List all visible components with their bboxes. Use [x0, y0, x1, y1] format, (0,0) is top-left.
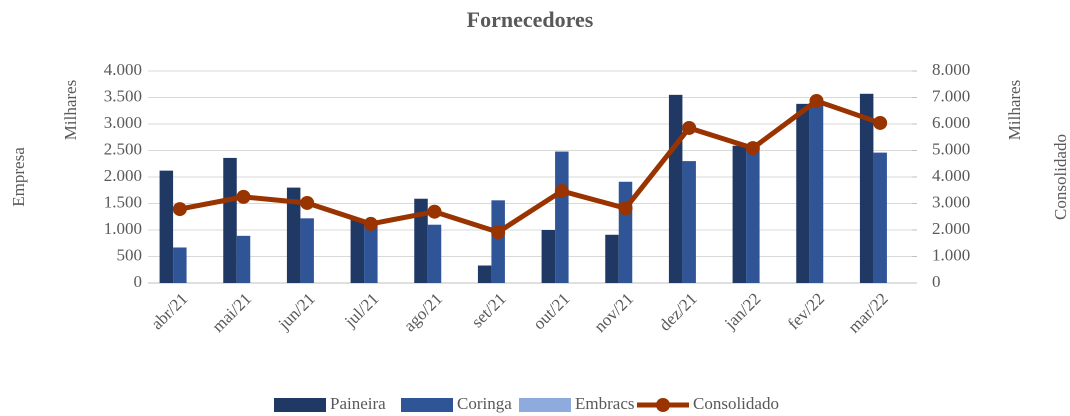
line-marker — [554, 184, 569, 199]
line-marker — [363, 216, 378, 231]
legend-swatch — [401, 398, 453, 412]
x-tick-label: dez/21 — [655, 289, 700, 334]
x-tick-label: abr/21 — [147, 289, 191, 333]
y-axis-title: Empresa — [9, 147, 28, 207]
x-tick-label: mar/22 — [844, 289, 891, 336]
y-tick-label: 3.500 — [104, 86, 142, 105]
legend-label: Embracs — [575, 394, 634, 413]
bar — [414, 198, 428, 283]
line-marker — [491, 225, 506, 240]
bar — [873, 152, 887, 283]
y-unit-label: Milhares — [61, 80, 80, 140]
y-tick-label: 500 — [117, 245, 143, 264]
x-tick-label: mai/21 — [208, 289, 255, 336]
legend-label: Consolidado — [693, 394, 779, 413]
line-marker — [172, 202, 187, 217]
bar — [541, 230, 556, 283]
y-tick-label: 2.000 — [104, 166, 142, 185]
x-tick-label: ago/21 — [400, 289, 446, 335]
bar — [427, 224, 442, 283]
line-marker — [618, 201, 633, 216]
x-tick-label: jul/21 — [340, 289, 382, 331]
y-tick-label: 1.500 — [104, 192, 142, 211]
x-tick-label: fev/22 — [784, 289, 828, 333]
bar — [605, 234, 619, 283]
legend-swatch — [274, 398, 326, 412]
bar — [300, 218, 314, 283]
y2-tick-label: 1.000 — [932, 245, 970, 264]
bar — [491, 200, 505, 283]
line-marker — [745, 141, 760, 156]
bar — [732, 145, 747, 283]
x-tick-label: out/21 — [529, 289, 573, 333]
legend-label: Coringa — [457, 394, 512, 413]
line-marker — [682, 120, 697, 135]
y2-axis-title: Consolidado — [1051, 134, 1070, 220]
y-tick-label: 0 — [134, 272, 143, 291]
line-marker — [873, 115, 888, 130]
y2-tick-label: 8.000 — [932, 60, 970, 79]
y-tick-label: 1.000 — [104, 219, 142, 238]
x-tick-label: jan/22 — [720, 289, 764, 333]
legend-label: Paineira — [330, 394, 386, 413]
bar — [668, 94, 683, 283]
y2-tick-label: 4.000 — [932, 166, 970, 185]
bar — [746, 145, 760, 283]
bar — [350, 219, 365, 283]
bar — [286, 187, 301, 283]
x-tick-label: nov/21 — [590, 289, 637, 336]
y2-tick-label: 3.000 — [932, 192, 970, 211]
bar — [796, 103, 810, 283]
bar — [236, 235, 251, 283]
legend-marker — [656, 398, 670, 412]
line-marker — [809, 93, 824, 108]
bar — [555, 151, 569, 283]
bar — [159, 170, 174, 283]
bar — [859, 93, 874, 283]
y-tick-label: 4.000 — [104, 60, 142, 79]
bar — [173, 247, 187, 283]
line-marker — [300, 195, 315, 210]
y-tick-label: 2.500 — [104, 139, 142, 158]
bar — [682, 161, 696, 283]
bar — [364, 224, 378, 283]
bar — [223, 157, 237, 283]
bar — [809, 101, 824, 284]
x-tick-label: set/21 — [468, 289, 510, 331]
y2-unit-label: Milhares — [1005, 80, 1024, 140]
y2-tick-label: 5.000 — [932, 139, 970, 158]
y2-tick-label: 2.000 — [932, 219, 970, 238]
line-marker — [236, 189, 251, 204]
y2-tick-label: 7.000 — [932, 86, 970, 105]
y2-tick-label: 6.000 — [932, 113, 970, 132]
y-tick-label: 3.000 — [104, 113, 142, 132]
line — [179, 98, 881, 235]
x-tick-label: jun/21 — [274, 289, 319, 334]
bar — [618, 181, 633, 283]
y2-tick-label: 0 — [932, 272, 941, 291]
line-marker — [427, 204, 442, 219]
bar — [477, 265, 492, 283]
chart-title: Fornecedores — [467, 7, 594, 32]
legend-swatch — [519, 398, 571, 412]
